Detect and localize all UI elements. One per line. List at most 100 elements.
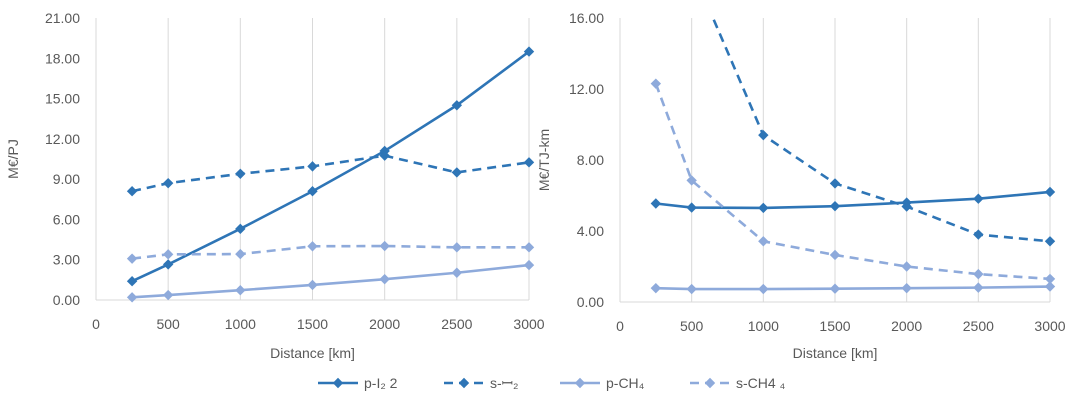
data-point-p_ch4	[235, 284, 246, 296]
series-line-s_h2	[131, 154, 530, 193]
x-axis-title: Distance [km]	[270, 345, 355, 361]
x-tick-label: 2000	[369, 316, 400, 332]
data-point-s_ch4	[973, 268, 984, 280]
data-point-s_ch4	[126, 253, 138, 264]
x-tick-label: 0	[92, 316, 100, 332]
y-tick-label: 12.00	[45, 131, 80, 147]
y-tick-label: 18.00	[45, 50, 80, 66]
data-point-p_ch4	[126, 292, 138, 303]
x-tick-label: 2500	[963, 318, 994, 334]
chart-cost-per-pj: 0 500 1000 1500 2000 2500 3000 0.00 3.00 6.00 9.00…	[5, 10, 545, 361]
data-point-s_h2	[162, 177, 174, 189]
y-tick-label: 3.00	[53, 252, 80, 268]
series-p_h2	[126, 46, 535, 287]
y-tick-label: 21.00	[45, 10, 80, 26]
data-point-s_ch4	[523, 242, 535, 253]
x-tick-label: 1500	[297, 316, 328, 332]
data-point-s_h2	[307, 161, 318, 172]
data-point-s_ch4	[379, 240, 390, 252]
data-point-p_h2	[162, 259, 174, 270]
legend-label: s-CH4 ₄	[736, 375, 786, 391]
series-p_ch4	[126, 259, 535, 303]
legend-item-p_ch4: p-CH₄	[560, 375, 645, 391]
data-point-p_ch4	[758, 283, 769, 295]
series-p_ch4	[650, 281, 1056, 295]
y-tick-label: 6.00	[53, 211, 80, 227]
data-point-p_h2	[758, 202, 769, 214]
y-tick-label: 16.00	[569, 10, 604, 26]
legend: p-I₂ 2 s-ꟷ₂ p-CH₄ s-CH4 ₄	[318, 375, 786, 391]
data-point-p_ch4	[829, 283, 841, 294]
y-axis-title: M€/PJ	[5, 139, 21, 179]
chart-cost-per-tj-km: 0 500 1000 1500 2000 2500 3000 0.00 4.00 8.00 12.0…	[536, 10, 1066, 361]
data-point-s_ch4	[1044, 273, 1056, 285]
x-tick-label: 1500	[819, 318, 850, 334]
data-point-s_h2	[758, 129, 769, 141]
data-point-s_ch4	[451, 242, 463, 253]
y-tick-label: 0.00	[577, 294, 604, 310]
data-point-s_h2	[901, 201, 912, 212]
series-line-s_ch4	[654, 83, 1051, 281]
series-s_h2	[126, 150, 535, 197]
data-point-s_ch4	[686, 175, 697, 186]
data-point-s_h2	[235, 168, 246, 179]
data-point-p_h2	[235, 223, 246, 235]
x-tick-label: 2000	[891, 318, 922, 334]
legend-item-s_ch4: s-CH4 ₄	[690, 375, 786, 391]
y-axis-title: M€/TJ-km	[536, 129, 552, 191]
data-point-p_h2	[1044, 186, 1056, 198]
y-tick-label: 12.00	[569, 81, 604, 97]
x-tick-label: 3000	[1034, 318, 1065, 334]
series-s_ch4	[126, 240, 535, 264]
x-axis-title: Distance [km]	[793, 345, 878, 361]
data-point-p_h2	[650, 198, 662, 209]
data-point-s_ch4	[235, 248, 246, 260]
x-tick-label: 2500	[441, 316, 472, 332]
data-point-p_ch4	[307, 279, 318, 291]
legend-swatch-marker	[704, 377, 716, 389]
data-point-p_ch4	[901, 282, 912, 294]
series-s_h2	[711, 18, 1056, 247]
series-line-p_ch4	[132, 263, 530, 299]
data-point-s_ch4	[650, 78, 662, 89]
y-tick-label: 4.00	[577, 223, 604, 239]
legend-item-s_h2: s-ꟷ₂	[444, 375, 519, 391]
y-tick-label: 0.00	[53, 292, 80, 308]
data-point-s_ch4	[307, 241, 318, 252]
legend-item-p_h2: p-I₂ 2	[318, 375, 398, 391]
data-point-p_ch4	[686, 283, 697, 295]
data-point-p_ch4	[973, 282, 984, 293]
data-point-s_h2	[523, 157, 535, 168]
data-point-s_ch4	[829, 249, 841, 261]
data-point-p_h2	[829, 200, 841, 212]
data-point-s_h2	[973, 229, 984, 240]
data-point-s_h2	[1044, 236, 1056, 247]
legend-swatch-marker	[574, 377, 586, 389]
series-s_ch4	[650, 78, 1056, 285]
legend-label: s-ꟷ₂	[490, 375, 519, 391]
x-tick-label: 500	[156, 316, 180, 332]
x-tick-label: 500	[680, 318, 704, 334]
x-tick-label: 0	[616, 318, 624, 334]
x-tick-label: 1000	[748, 318, 779, 334]
legend-swatch-marker	[332, 377, 344, 389]
series-line-p_ch4	[655, 285, 1051, 291]
data-point-s_ch4	[162, 249, 174, 260]
x-tick-label: 1000	[225, 316, 256, 332]
data-point-p_h2	[451, 100, 463, 111]
legend-swatch-marker	[458, 377, 470, 389]
y-tick-label: 9.00	[53, 171, 80, 187]
data-point-s_h2	[126, 186, 138, 197]
data-point-p_h2	[973, 193, 984, 204]
data-point-s_h2	[451, 167, 463, 178]
legend-label: p-CH₄	[606, 375, 645, 391]
data-point-p_ch4	[162, 289, 174, 301]
data-point-s_h2	[829, 178, 841, 189]
data-point-s_h2	[379, 150, 390, 161]
data-point-p_h2	[126, 276, 138, 287]
data-point-s_ch4	[758, 236, 769, 247]
data-point-s_ch4	[901, 261, 912, 272]
x-tick-label: 3000	[513, 316, 544, 332]
data-point-p_ch4	[523, 259, 535, 271]
